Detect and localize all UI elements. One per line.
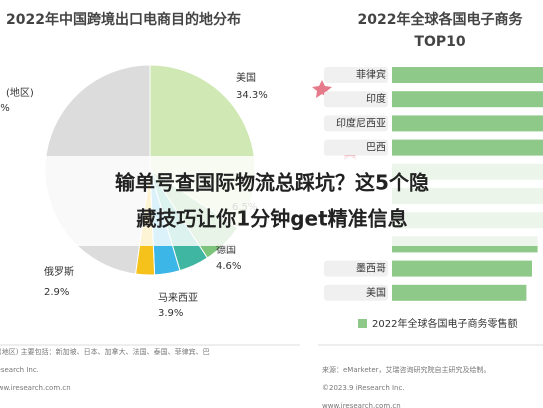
source-note: 家(地区) 主要包括：新加坡、日本、加拿大、法国、泰国、菲律宾、巴 xyxy=(0,347,210,356)
bar xyxy=(392,67,543,83)
legend-swatch xyxy=(358,319,367,328)
category-label: 美国 xyxy=(366,286,386,299)
category-box xyxy=(324,284,388,301)
category-label: 印度 xyxy=(366,92,386,105)
source-note: www.iresearch.com.cn xyxy=(322,402,401,408)
slice-value: 47.8% xyxy=(0,103,10,114)
category-box xyxy=(324,91,388,108)
slice-label: 马来西亚 xyxy=(158,292,198,304)
category-label: 印度尼西亚 xyxy=(336,116,386,129)
source-note: Research Inc. xyxy=(0,366,39,374)
source-note: ©2023.9 iResearch Inc. xyxy=(322,384,405,392)
chart-title: 2022年全球各国电子商务 xyxy=(358,11,524,28)
category-box xyxy=(324,139,388,156)
bar xyxy=(392,139,543,156)
slice-value: 3.9% xyxy=(158,308,183,319)
headline: 藏技巧让你1分钟get精准信息 xyxy=(136,207,407,231)
bar xyxy=(392,115,543,132)
bar xyxy=(392,260,532,277)
chart-title: TOP10 xyxy=(414,34,465,50)
source-note: 来源：eMarketer，艾瑞咨询研究院自主研究及绘制。 xyxy=(322,365,491,374)
chart-title: 2022年中国跨境出口电商目的地分布 xyxy=(6,11,241,28)
category-label: 菲律宾 xyxy=(356,68,386,81)
category-label: 巴西 xyxy=(366,142,386,154)
category-box xyxy=(324,260,388,277)
slice-label: 德国 xyxy=(216,243,236,256)
slice-label: (地区) xyxy=(6,86,34,99)
category-box xyxy=(324,115,388,132)
legend-label: 2022年全球各国电子商务零售额 xyxy=(372,317,517,330)
source-note: www.iresearch.com.cn xyxy=(0,384,71,392)
category-label: 墨西哥 xyxy=(356,263,386,275)
bar xyxy=(392,91,543,108)
slice-label: 俄罗斯 xyxy=(44,265,74,278)
category-box xyxy=(324,67,388,83)
slice-value: 4.6% xyxy=(216,261,241,272)
slice-value: 2.9% xyxy=(44,287,69,298)
slice-value: 34.3% xyxy=(236,90,268,101)
headline: 输单号查国际物流总踩坑？这5个隐 xyxy=(115,171,429,195)
bar xyxy=(392,284,527,301)
overlay-band xyxy=(0,156,543,246)
slice-label: 美国 xyxy=(236,71,256,84)
